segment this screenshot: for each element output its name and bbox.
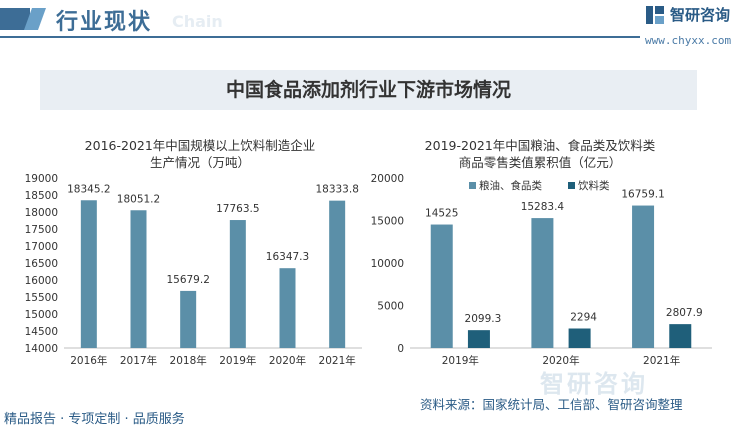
- chart1-bar: [329, 200, 346, 348]
- header-divider: [0, 36, 640, 38]
- chart1-bar: [229, 220, 246, 348]
- footer-watermark: 智研咨询: [540, 370, 648, 398]
- brand-logo-icon: [646, 6, 664, 24]
- chart1-ytick-label: 18500: [25, 190, 58, 202]
- chart2-ytick-label: 5000: [377, 301, 404, 313]
- brand-name: 智研咨询: [670, 6, 731, 24]
- chart2-title-line1: 2019-2021年中国粮油、食品类及饮料类: [424, 138, 656, 153]
- chart1-ytick-label: 18000: [25, 207, 58, 219]
- chart2-bar: [467, 330, 490, 348]
- chart1-xtick-label: 2019年: [219, 354, 256, 367]
- data-source: 资料来源：国家统计局、工信部、智研咨询整理: [420, 397, 683, 412]
- chart2-ytick-label: 15000: [371, 216, 404, 228]
- chart2-data-label: 16759.1: [621, 189, 664, 201]
- chart2-xtick-label: 2019年: [442, 354, 479, 367]
- chart1-bar: [80, 200, 97, 348]
- chart1-ytick-label: 16000: [25, 275, 58, 287]
- chart1-ytick-label: 16500: [25, 258, 58, 270]
- chart2-legend-label: 粮油、食品类: [479, 179, 542, 192]
- chart1-ytick-label: 15500: [25, 292, 58, 304]
- chart1-xtick-label: 2017年: [120, 354, 157, 367]
- chart2-data-label: 15283.4: [521, 201, 565, 213]
- chart1-xtick-label: 2016年: [70, 354, 107, 367]
- chart2-data-label: 2807.9: [666, 307, 703, 319]
- chart2-bar: [568, 328, 591, 348]
- chart2-legend-label: 饮料类: [578, 179, 610, 192]
- chart2-data-label: 14525: [425, 208, 458, 220]
- chart1-ytick-label: 17500: [25, 224, 58, 236]
- chart1-ytick-label: 14500: [25, 326, 58, 338]
- chart1-bar: [180, 290, 197, 348]
- footer-slogan: 精品报告 · 专项定制 · 品质服务: [4, 412, 185, 427]
- chart2-xtick-label: 2021年: [643, 354, 680, 367]
- chart1-xtick-label: 2018年: [170, 354, 207, 367]
- chart2-title-line2: 商品零售类值累积值（亿元）: [458, 155, 622, 170]
- chart2-bar: [531, 218, 554, 348]
- chart2-data-label: 2099.3: [465, 313, 502, 325]
- chart1-xtick-label: 2021年: [319, 354, 356, 367]
- chart2-bar: [669, 324, 692, 348]
- chart2-ytick-label: 20000: [371, 173, 404, 185]
- chart2-bar: [632, 205, 655, 348]
- chart1-ytick-label: 19000: [25, 173, 58, 185]
- chart1-xtick-label: 2020年: [269, 354, 306, 367]
- chart2-title: 2019-2021年中国粮油、食品类及饮料类 商品零售类值累积值（亿元）: [380, 137, 700, 171]
- chart1-title: 2016-2021年中国规模以上饮料制造企业 生产情况（万吨）: [40, 137, 360, 171]
- chart2-legend-swatch: [568, 182, 575, 189]
- banner-title: 中国食品添加剂行业下游市场情况: [40, 70, 697, 110]
- chart2-ytick-label: 0: [397, 343, 404, 355]
- brand-url: www.chyxx.com: [645, 34, 732, 47]
- header-watermark: Chain: [172, 12, 223, 31]
- header: 行业现状 Chain 智研咨询 www.chyxx.com: [0, 0, 737, 50]
- chart2-ytick-label: 10000: [371, 258, 404, 270]
- chart1-data-label: 15679.2: [166, 274, 209, 286]
- chart1-ytick-label: 17000: [25, 241, 58, 253]
- chart2-data-label: 2294: [570, 312, 597, 324]
- chart1-data-label: 17763.5: [216, 203, 259, 215]
- chart1-bar: [279, 268, 296, 348]
- header-accent-bar: [0, 8, 30, 30]
- chart1-data-label: 18333.8: [315, 184, 358, 196]
- section-title: 行业现状: [56, 10, 153, 35]
- chart1-ytick-label: 15000: [25, 309, 58, 321]
- chart2-xtick-label: 2020年: [542, 354, 579, 367]
- chart1-title-line2: 生产情况（万吨）: [149, 155, 250, 170]
- chart2-legend-swatch: [469, 182, 476, 189]
- chart1-data-label: 18051.2: [117, 193, 160, 205]
- chart1-ytick-label: 14000: [25, 343, 58, 355]
- chart1-title-line1: 2016-2021年中国规模以上饮料制造企业: [84, 138, 316, 153]
- chart2-bar: [430, 224, 453, 348]
- chart1-data-label: 18345.2: [67, 183, 110, 195]
- chart1-bar: [130, 210, 147, 348]
- chart1-data-label: 16347.3: [266, 251, 309, 263]
